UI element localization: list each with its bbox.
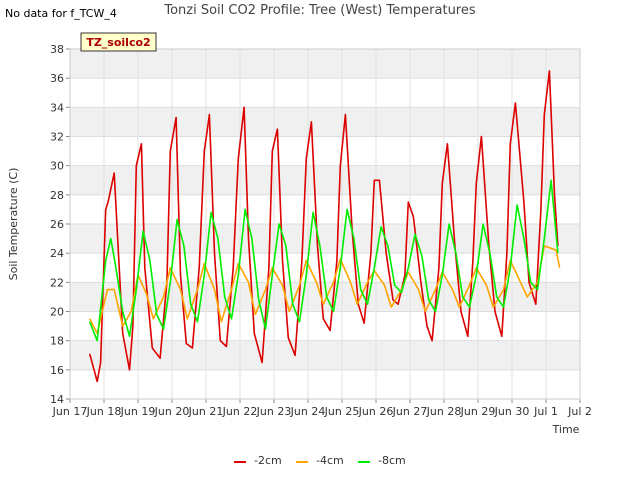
x-tick-label: Jun 28 <box>426 405 462 418</box>
legend-label: -4cm <box>316 454 344 467</box>
x-tick-label: Jun 20 <box>154 405 190 418</box>
y-tick-label: 38 <box>50 43 64 56</box>
y-tick-label: 28 <box>50 189 64 202</box>
y-tick-label: 26 <box>50 218 64 231</box>
x-tick-label: Jul 1 <box>533 405 558 418</box>
y-tick-label: 14 <box>50 393 64 406</box>
x-tick-label: Jun 18 <box>86 405 122 418</box>
station-label-box <box>80 32 157 52</box>
x-tick-label: Jun 30 <box>494 405 530 418</box>
legend-label: -2cm <box>254 454 282 467</box>
station-label: TZ_soilco2 <box>86 36 150 49</box>
grid-band <box>70 165 580 195</box>
x-axis-label: Time <box>552 423 580 436</box>
y-tick-label: 20 <box>50 306 64 319</box>
y-tick-label: 18 <box>50 335 64 348</box>
plot-frame <box>69 48 581 400</box>
x-tick-label: Jun 24 <box>290 405 326 418</box>
grid-band <box>70 107 580 137</box>
series-line-minus8cm <box>88 179 559 342</box>
grid-band <box>70 49 580 79</box>
grid-band <box>70 224 580 254</box>
chart-title: Tonzi Soil CO2 Profile: Tree (West) Temp… <box>164 3 476 18</box>
x-tick-label: Jun 21 <box>188 405 224 418</box>
series-line-minus4cm <box>88 245 561 335</box>
y-tick-label: 22 <box>50 276 64 289</box>
y-axis-label: Soil Temperature (C) <box>7 168 20 281</box>
grid-band <box>70 340 580 370</box>
y-tick-label: 36 <box>50 72 64 85</box>
x-tick-label: Jun 26 <box>358 405 394 418</box>
x-tick-label: Jun 22 <box>222 405 258 418</box>
legend-label: -8cm <box>378 454 406 467</box>
x-tick-label: Jun 29 <box>460 405 496 418</box>
y-tick-label: 16 <box>50 364 64 377</box>
x-tick-label: Jun 19 <box>120 405 156 418</box>
x-tick-label: Jun 23 <box>256 405 292 418</box>
no-data-note: No data for f_TCW_4 <box>5 7 117 20</box>
y-tick-label: 32 <box>50 131 64 144</box>
y-tick-label: 34 <box>50 101 64 114</box>
x-tick-label: Jun 17 <box>52 405 88 418</box>
x-tick-label: Jun 27 <box>392 405 428 418</box>
y-tick-label: 24 <box>50 247 64 260</box>
x-tick-label: Jul 2 <box>567 405 592 418</box>
y-tick-label: 30 <box>50 160 64 173</box>
x-tick-label: Jun 25 <box>324 405 360 418</box>
